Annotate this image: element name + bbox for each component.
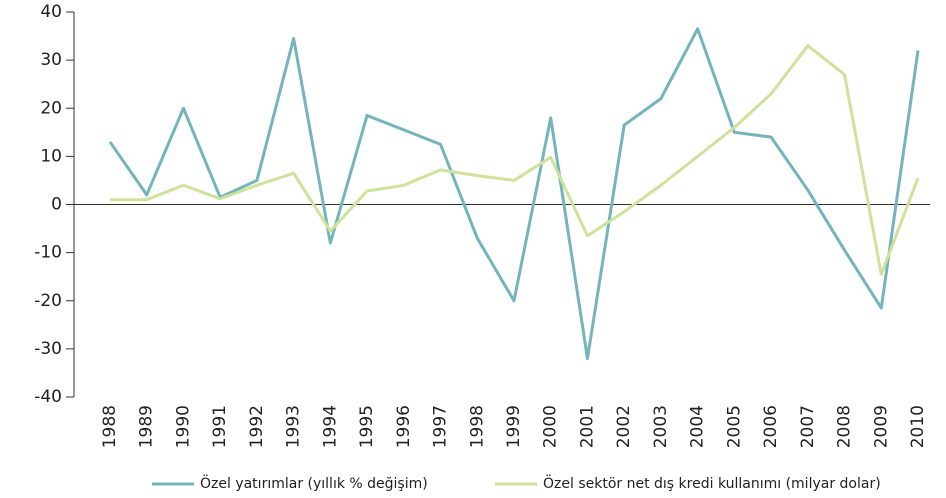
x-tick-label: 2000: [541, 405, 561, 448]
y-tick-label: 10: [40, 146, 62, 166]
y-tick-label: -30: [34, 339, 62, 359]
x-tick-label: 2006: [761, 405, 781, 448]
x-tick-label: 2005: [724, 405, 744, 448]
x-tick-label: 1993: [284, 405, 304, 448]
line-series: [108, 27, 920, 360]
x-tick-label: 2003: [651, 405, 671, 448]
x-tick-label: 1989: [137, 405, 157, 448]
x-tick-label: 1999: [504, 405, 524, 448]
x-tick-label: 1995: [357, 405, 377, 448]
x-tick-label: 1997: [431, 405, 451, 448]
x-tick-label: 1998: [467, 405, 487, 448]
x-tick-label: 2008: [835, 405, 855, 448]
x-tick-label: 1994: [320, 405, 340, 448]
y-tick-label: -10: [34, 243, 62, 263]
x-tick-label: 2004: [688, 405, 708, 448]
x-tick-label: 2009: [871, 405, 891, 448]
y-tick-label: 0: [51, 195, 62, 215]
x-tick-label: 2002: [614, 405, 634, 448]
x-tick-label: 1988: [100, 405, 120, 448]
y-tick-label: 20: [40, 98, 62, 118]
legend-label: Özel yatırımlar (yıllık % değişim): [200, 474, 428, 492]
x-tick-label: 2001: [577, 405, 597, 448]
x-tick-label: 1990: [173, 405, 193, 448]
legend-label: Özel sektör net dış kredi kullanımı (mil…: [543, 474, 881, 492]
x-tick-label: 1991: [210, 405, 230, 448]
x-tick-label: 2010: [908, 405, 928, 448]
line-series: [110, 44, 920, 276]
x-tick-label: 2007: [798, 405, 818, 448]
y-tick-label: -20: [34, 291, 62, 311]
y-tick-label: -40: [34, 387, 62, 407]
x-tick-label: 1996: [394, 405, 414, 448]
y-tick-label: 40: [40, 2, 62, 22]
x-tick-label: 1992: [247, 405, 267, 448]
y-tick-label: 30: [40, 50, 62, 70]
